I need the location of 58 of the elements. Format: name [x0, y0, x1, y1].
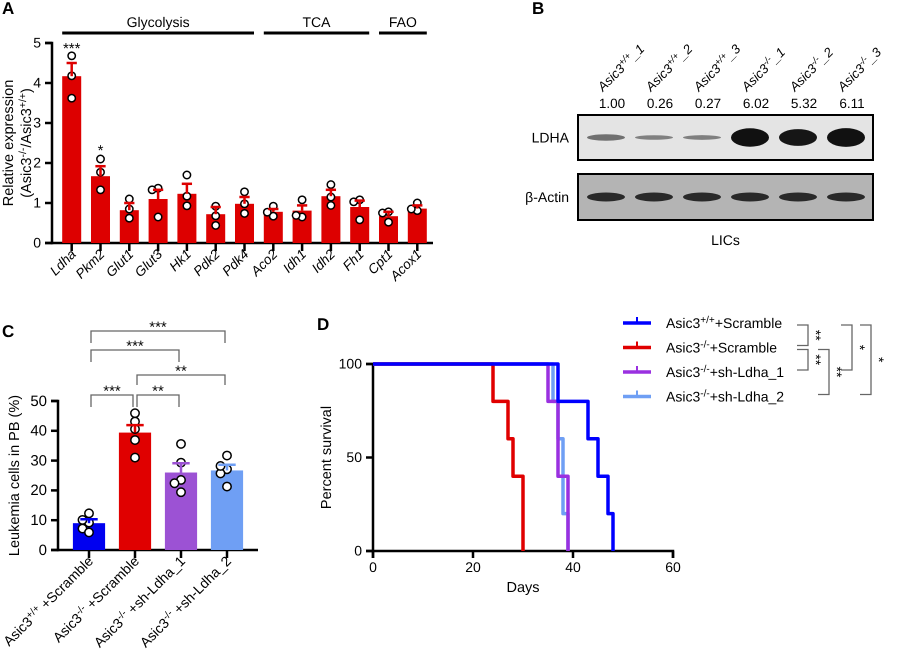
- text: **: [175, 363, 187, 380]
- text: LICs: [711, 232, 740, 248]
- y-tick-label: 10: [30, 512, 47, 529]
- data-label: 5.32: [790, 96, 818, 111]
- text: **: [152, 383, 164, 400]
- data-label: 6.02: [742, 96, 770, 111]
- chart-title: D: [317, 315, 330, 334]
- chart-title: A: [2, 0, 14, 18]
- y-tick-label: 2: [33, 154, 42, 170]
- y-tick-label: 1: [33, 194, 42, 210]
- data-label: 0.26: [646, 96, 674, 111]
- text: *: [852, 344, 868, 351]
- text: **: [808, 330, 824, 342]
- text: ***: [103, 383, 121, 400]
- data-label: 1.00: [598, 96, 626, 111]
- y-tick-label: 5: [33, 34, 42, 50]
- y-tick-label: 40: [30, 422, 47, 440]
- text: ***: [149, 319, 167, 336]
- text: *: [871, 357, 887, 364]
- x-tick-label: 20: [465, 558, 481, 575]
- text: Glycolysis: [126, 14, 190, 30]
- data-label: 6.11: [839, 96, 865, 111]
- y-tick-label: 3: [33, 114, 42, 130]
- legend-label: Asic3$^{-/-}$+sh-Ldha_1: [666, 364, 784, 380]
- x-tick-label: 60: [665, 558, 681, 575]
- y-tick-label: 50: [30, 392, 47, 410]
- x-tick-label: Hk1: [166, 246, 194, 274]
- y-tick-label: 0: [38, 542, 47, 559]
- y-tick-label: 100: [338, 355, 362, 372]
- bar: [62, 76, 82, 243]
- x-tick-label: 40: [565, 558, 581, 575]
- y-tick-label: 0: [354, 542, 362, 558]
- text: B: [532, 0, 544, 18]
- y-axis-title: Leukemia cells in PB (%): [7, 394, 23, 556]
- y-tick-label: 20: [30, 482, 47, 500]
- y-tick-label: 30: [30, 452, 47, 470]
- annotation: ***: [62, 40, 81, 58]
- legend-label: Asic3$^{-/-}$+sh-Ldha_2: [666, 388, 784, 404]
- text: LDHA: [532, 130, 570, 146]
- data-label: 0.27: [694, 96, 722, 111]
- legend-label: Asic3$^{+/+}$+Scramble: [666, 314, 782, 331]
- text: FAO: [388, 14, 418, 30]
- y-tick-label: 50: [346, 448, 362, 465]
- text: β-Actin: [525, 189, 569, 205]
- chart-title: C: [2, 322, 14, 341]
- x-axis-title: Days: [506, 580, 540, 596]
- y-axis-title: Percent survival: [319, 406, 335, 510]
- text: TCA: [302, 14, 332, 30]
- text: **: [808, 354, 824, 366]
- bar: [210, 470, 244, 550]
- x-tick-label: 0: [369, 558, 378, 575]
- y-tick-label: 4: [33, 74, 42, 90]
- text: ***: [126, 338, 144, 355]
- text: **: [829, 366, 845, 378]
- legend-label: Asic3$^{-/-}$+Scramble: [666, 339, 778, 356]
- x-tick-label: Fh1: [340, 246, 367, 274]
- annotation: *: [98, 142, 104, 160]
- y-tick-label: 0: [33, 234, 42, 250]
